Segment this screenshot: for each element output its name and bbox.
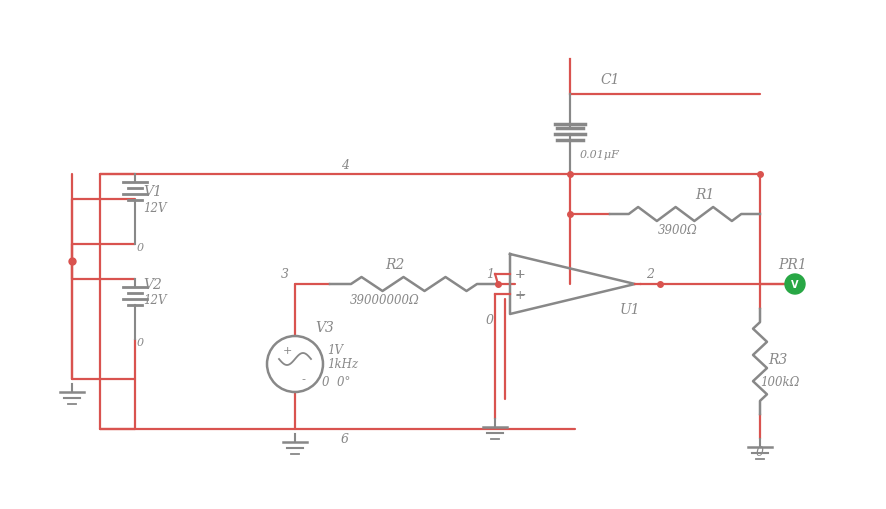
Text: 3900Ω: 3900Ω (657, 223, 697, 236)
Text: +: + (514, 268, 525, 281)
Text: +: + (514, 288, 525, 301)
Text: −: − (514, 288, 525, 302)
Text: 0  0°: 0 0° (322, 375, 350, 388)
Text: R2: R2 (385, 258, 404, 271)
Text: V2: V2 (143, 277, 161, 292)
Text: +: + (514, 268, 525, 281)
Text: 2: 2 (645, 268, 653, 281)
Text: 0: 0 (755, 445, 763, 459)
Text: 1kHz: 1kHz (327, 358, 358, 371)
Text: 12V: 12V (143, 293, 167, 306)
Text: 4: 4 (340, 158, 348, 171)
Text: R3: R3 (767, 352, 787, 366)
Text: V1: V1 (143, 185, 161, 199)
Text: 6: 6 (340, 433, 348, 445)
Text: +: + (282, 345, 291, 355)
Text: V3: V3 (315, 320, 333, 334)
Text: 3: 3 (281, 268, 289, 281)
Text: 1: 1 (486, 268, 494, 281)
Text: 100kΩ: 100kΩ (759, 375, 798, 388)
Text: 0: 0 (136, 242, 144, 252)
Text: 0.01μF: 0.01μF (579, 150, 619, 160)
Text: 1V: 1V (327, 343, 343, 356)
Text: PR1: PR1 (777, 258, 806, 271)
Text: 39000000Ω: 39000000Ω (350, 293, 419, 306)
Text: 12V: 12V (143, 201, 167, 214)
Text: V: V (790, 279, 798, 290)
Text: C1: C1 (599, 73, 618, 87)
Text: 0: 0 (486, 313, 494, 326)
Circle shape (784, 274, 804, 294)
Text: -: - (300, 373, 305, 383)
Text: R1: R1 (695, 188, 713, 202)
Text: 0: 0 (136, 337, 144, 347)
Text: U1: U1 (619, 302, 640, 317)
